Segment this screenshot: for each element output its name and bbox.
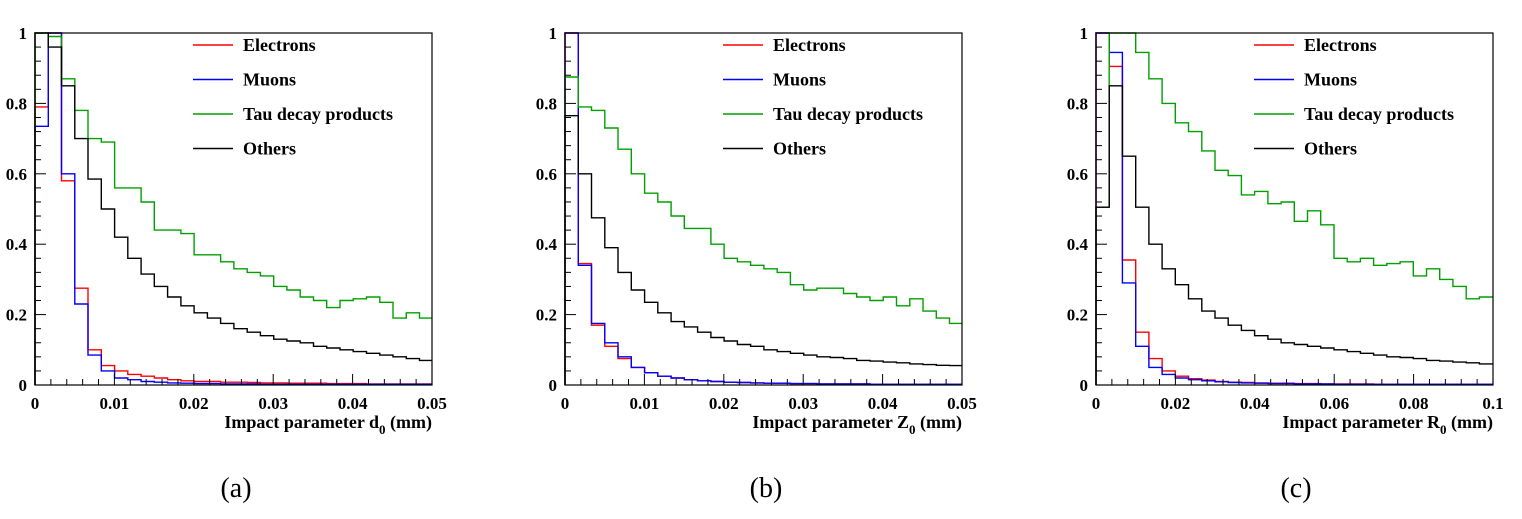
x-axis-title-unit: (mm): [386, 412, 432, 433]
y-tick-label: 1: [1080, 24, 1089, 43]
chart-panel-1: 0 0.01 0.02 0.03 0.04 0.05 0 0.2 0.4 0.6 0.8 1 Impac…: [6, 24, 447, 504]
series-line-others: [1095, 85, 1493, 385]
x-tick-label: 0: [561, 394, 570, 413]
x-axis-title: Impact parameter d0 (mm): [224, 412, 432, 437]
series-line-electrons: [564, 32, 962, 385]
x-axis-title-subscript: 0: [1440, 422, 1447, 437]
x-tick-label: 0.01: [100, 394, 130, 413]
legend-label: Others: [773, 139, 826, 159]
y-tick-label: 0.6: [536, 165, 557, 184]
series-line-muons: [1095, 32, 1493, 385]
plot-frame: [34, 32, 433, 386]
y-tick-label: 0.6: [1067, 165, 1088, 184]
series-line-electrons: [34, 32, 432, 385]
x-tick-label: 0.02: [1161, 394, 1191, 413]
chart-panel-2: 0 0.01 0.02 0.03 0.04 0.05 0 0.2 0.4 0.6 0.8 1 Impac…: [536, 24, 977, 504]
x-tick-label: 0.06: [1319, 394, 1349, 413]
legend-label: Electrons: [243, 35, 316, 55]
legend-label: Others: [1304, 139, 1357, 159]
panel-caption: (b): [750, 473, 783, 504]
x-tick-label: 0.04: [1240, 394, 1270, 413]
y-tick-label: 1: [549, 24, 558, 43]
x-tick-label: 0.05: [417, 394, 447, 413]
x-tick-label: 0.02: [179, 394, 209, 413]
plot-frame: [564, 32, 963, 386]
panel-caption: (c): [1280, 473, 1311, 504]
series-line-muons: [564, 32, 962, 385]
panel-caption: (a): [220, 473, 251, 504]
y-tick-label: 0.2: [6, 306, 27, 325]
y-tick-label: 0.4: [6, 235, 28, 254]
series-line-others: [564, 115, 962, 385]
y-tick-label: 0.2: [1067, 306, 1088, 325]
x-tick-label: 0.08: [1399, 394, 1429, 413]
series-line-muons: [34, 32, 432, 385]
y-tick-label: 0.2: [536, 306, 557, 325]
x-axis-title-unit: (mm): [1447, 412, 1493, 433]
x-tick-label: 0.1: [1482, 394, 1503, 413]
y-tick-label: 0: [19, 376, 28, 395]
legend-label: Tau decay products: [773, 104, 923, 124]
chart-panel-3: 0 0.02 0.04 0.06 0.08 0.1 0 0.2 0.4 0.6 0.8 1 Impact…: [1067, 24, 1504, 504]
y-tick-label: 1: [19, 24, 28, 43]
legend-label: Electrons: [773, 35, 846, 55]
legend-label: Tau decay products: [243, 104, 393, 124]
legend-label: Electrons: [1304, 35, 1377, 55]
x-tick-label: 0.03: [788, 394, 818, 413]
series-line-tau-decay-products: [1095, 32, 1493, 385]
x-tick-label: 0.05: [947, 394, 977, 413]
series-line-others: [34, 32, 432, 385]
x-axis-title-main: Impact parameter d: [224, 412, 379, 432]
y-tick-label: 0: [549, 376, 558, 395]
legend-label: Others: [243, 139, 296, 159]
x-axis-title-subscript: 0: [909, 422, 916, 437]
x-tick-label: 0.02: [709, 394, 739, 413]
legend-label: Tau decay products: [1304, 104, 1454, 124]
legend-label: Muons: [1304, 70, 1357, 90]
y-tick-label: 0.4: [1067, 235, 1089, 254]
x-axis-title-unit: (mm): [916, 412, 962, 433]
y-tick-label: 0.8: [6, 94, 27, 113]
x-axis-title-main: Impact parameter Z: [752, 412, 909, 432]
legend-label: Muons: [243, 70, 296, 90]
x-tick-label: 0: [1092, 394, 1101, 413]
y-tick-label: 0.8: [1067, 94, 1088, 113]
plot-frame: [1095, 32, 1494, 386]
x-tick-label: 0.04: [338, 394, 368, 413]
x-tick-label: 0.04: [868, 394, 898, 413]
x-tick-label: 0: [31, 394, 40, 413]
y-tick-label: 0.6: [6, 165, 27, 184]
x-axis-title-main: Impact parameter R: [1282, 412, 1441, 432]
legend-label: Muons: [773, 70, 826, 90]
series-line-tau-decay-products: [564, 76, 962, 385]
x-axis-title: Impact parameter R0 (mm): [1282, 412, 1493, 437]
y-tick-label: 0: [1080, 376, 1089, 395]
x-axis-title-subscript: 0: [379, 422, 386, 437]
y-tick-label: 0.4: [536, 235, 558, 254]
x-axis-title: Impact parameter Z0 (mm): [752, 412, 962, 437]
series-line-tau-decay-products: [34, 32, 432, 385]
x-tick-label: 0.03: [258, 394, 288, 413]
x-tick-label: 0.01: [630, 394, 660, 413]
y-tick-label: 0.8: [536, 94, 557, 113]
